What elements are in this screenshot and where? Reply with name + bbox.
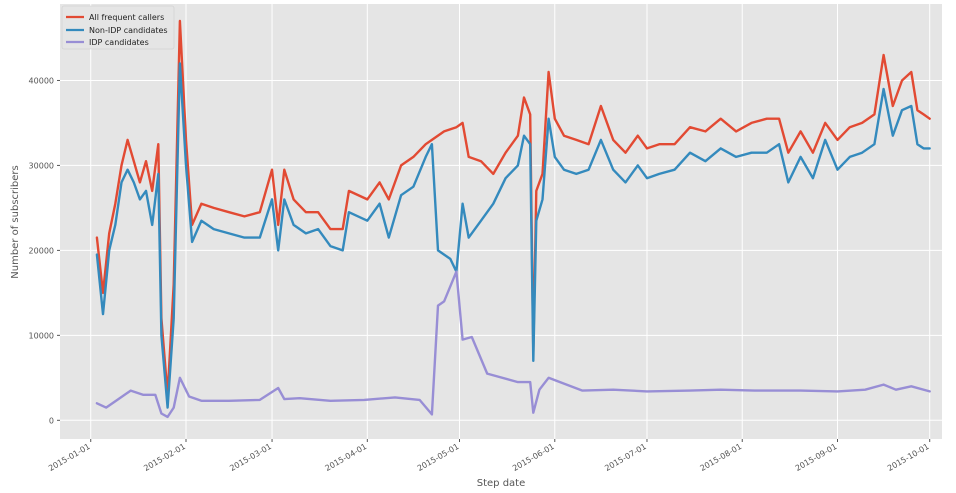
legend-label-idp: IDP candidates (89, 38, 149, 47)
series-line-0 (95, 19, 931, 396)
x-tick-label: 2015-04-01 (324, 442, 369, 473)
series-line-1 (95, 62, 931, 409)
x-axis-label: Step date (477, 478, 526, 489)
x-tick-label: 2015-08-01 (698, 442, 743, 473)
legend: All frequent callers Non-IDP candidates … (61, 5, 175, 50)
x-tick-label: 2015-05-01 (416, 442, 461, 473)
y-tick-label: 20000 (29, 246, 54, 255)
y-tick-label: 40000 (29, 76, 54, 85)
y-tick-label: 30000 (29, 161, 54, 170)
series-line-2 (95, 270, 931, 419)
x-tick-label: 2015-07-01 (603, 442, 648, 473)
x-tick-label: 2015-10-01 (886, 442, 931, 473)
x-tick-label: 2015-03-01 (228, 442, 273, 473)
y-axis-ticks: 0 10000 20000 30000 40000 (29, 76, 60, 425)
y-tick-label: 10000 (29, 331, 54, 340)
gridlines (60, 4, 942, 439)
y-tick-label: 0 (49, 416, 54, 425)
x-axis-ticks: 2015-01-01 2015-02-01 2015-03-01 2015-04-01… (47, 439, 931, 473)
plot-background (60, 4, 942, 439)
x-tick-label: 2015-09-01 (794, 442, 839, 473)
x-tick-label: 2015-01-01 (47, 442, 92, 473)
y-axis-label: Number of subscribers (10, 165, 21, 278)
series-lines (95, 19, 931, 419)
legend-box (61, 5, 175, 50)
x-tick-label: 2015-02-01 (142, 442, 187, 473)
legend-label-all-frequent-callers: All frequent callers (89, 13, 164, 22)
x-tick-label: 2015-06-01 (511, 442, 556, 473)
legend-label-non-idp: Non-IDP candidates (89, 26, 168, 35)
